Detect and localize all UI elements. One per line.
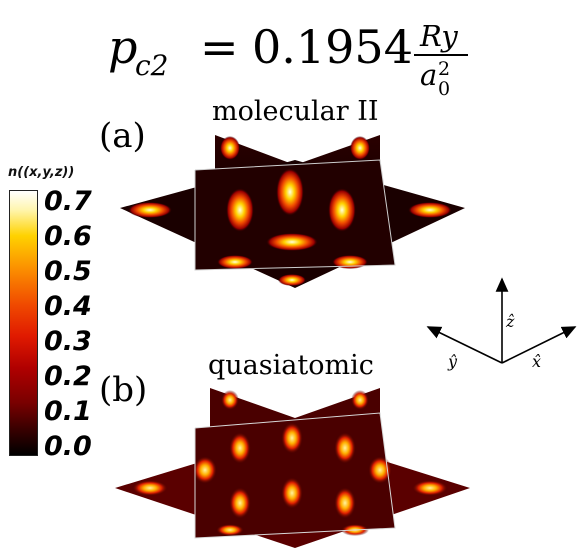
panel-a-name: molecular II <box>212 96 379 127</box>
density-lobe <box>412 480 448 496</box>
formula-lhs-sub: c2 <box>135 49 169 82</box>
colorbar-tick: 0.5 <box>44 256 92 287</box>
x-axis-arrow <box>501 326 577 364</box>
density-lobe <box>278 274 306 286</box>
formula-lhs: p <box>108 20 137 74</box>
x-axis-label: x̂ <box>532 352 541 371</box>
y-axis-arrow <box>426 326 503 364</box>
colorbar-tick: 0.3 <box>44 326 92 357</box>
density-lobe <box>229 432 251 464</box>
density-lobe <box>266 233 318 251</box>
colorbar-tick: 0.4 <box>44 291 92 322</box>
panel-b-label: (b) <box>99 370 148 410</box>
density-lobe <box>408 202 452 218</box>
density-lobe <box>281 477 303 509</box>
density-lobe <box>368 456 392 484</box>
formula-denominator-sup: 2 <box>438 58 450 80</box>
colorbar-tick: 0.2 <box>44 361 92 392</box>
colorbar-tick: 0.6 <box>44 221 92 252</box>
density-lobe <box>334 432 356 464</box>
panel-a-density-plot <box>120 135 465 288</box>
panel-b-density-plot <box>115 388 470 548</box>
axis-triad: ẑ ŷ x̂ <box>426 277 577 371</box>
density-lobe <box>328 188 356 232</box>
formula-denominator-sub: 0 <box>438 78 450 98</box>
pressure-formula: p c2 = 0.1954 Ry a 2 0 <box>0 8 579 100</box>
density-lobe <box>216 524 244 536</box>
slice-edge <box>194 159 396 271</box>
density-lobe <box>350 136 370 160</box>
formula-equals: = <box>200 20 239 74</box>
panel-a-label: (a) <box>99 116 146 156</box>
density-lobe <box>221 390 239 410</box>
density-lobe <box>226 188 254 232</box>
slice-front <box>195 160 395 270</box>
density-lobe <box>132 480 168 496</box>
y-axis-label: ŷ <box>447 352 458 371</box>
density-lobe <box>193 456 217 484</box>
colorbar <box>9 190 38 456</box>
density-lobe <box>276 168 304 216</box>
panel-b-name: quasiatomic <box>208 350 374 381</box>
formula-denominator: a <box>420 58 437 92</box>
colorbar-title: n((x,y,z)) <box>8 165 75 180</box>
z-axis-label: ẑ <box>505 312 515 331</box>
colorbar-tick: 0.0 <box>44 431 92 462</box>
formula-numerator: Ry <box>419 19 458 53</box>
colorbar-tick: 0.1 <box>44 396 92 427</box>
density-lobe <box>281 422 303 454</box>
density-lobe <box>217 255 253 269</box>
colorbar-tick: 0.7 <box>44 186 92 217</box>
density-lobe <box>229 487 251 519</box>
density-lobe <box>220 136 240 160</box>
density-lobe <box>351 390 369 410</box>
density-lobe <box>334 487 356 519</box>
density-lobe <box>128 202 172 218</box>
formula-coefficient: 0.1954 <box>252 20 413 74</box>
slice-edge <box>194 412 396 539</box>
